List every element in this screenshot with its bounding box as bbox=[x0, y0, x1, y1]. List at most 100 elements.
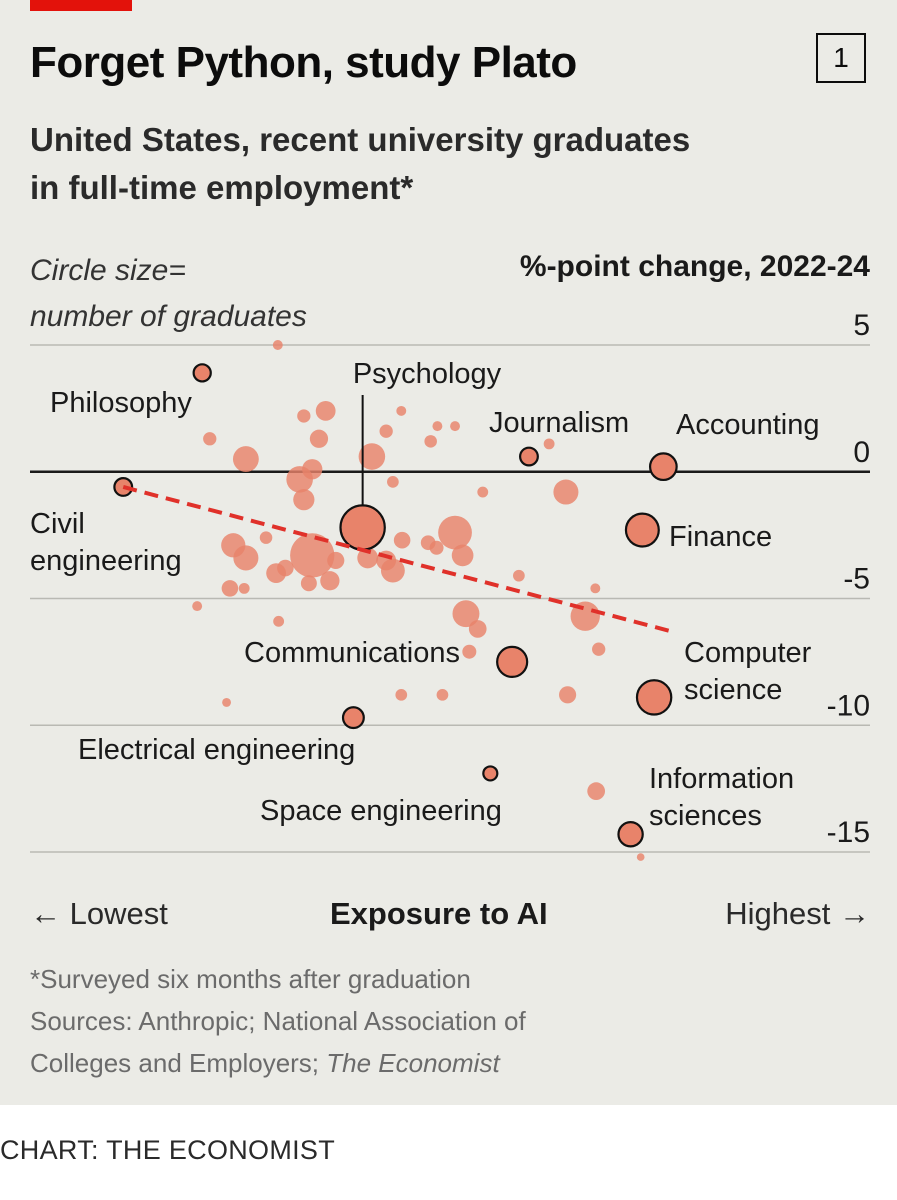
circle-size-legend: Circle size= number of graduates bbox=[30, 248, 307, 340]
footnote: *Surveyed six months after graduation So… bbox=[30, 958, 526, 1084]
footnote-sources-2: Colleges and Employers; The Economist bbox=[30, 1042, 526, 1084]
bubble-information-sciences bbox=[617, 821, 644, 848]
label-electrical-engineering: Electrical engineering bbox=[78, 734, 355, 766]
chart-number-badge: 1 bbox=[816, 33, 866, 83]
x-axis-title: Exposure to AI bbox=[330, 896, 548, 931]
subtitle-line-2: in full-time employment* bbox=[30, 169, 414, 206]
scatter-plot: 5 0 -5 -10 -15 Philosophy Psychology Journalis… bbox=[30, 309, 870, 861]
bubble bbox=[327, 551, 345, 570]
subtitle-line-1: United States, recent university graduat… bbox=[30, 121, 691, 158]
y-tick-label: -10 bbox=[827, 689, 870, 722]
footnote-sources-1: Sources: Anthropic; National Association… bbox=[30, 1006, 526, 1036]
bubble bbox=[553, 479, 579, 505]
bubble bbox=[396, 405, 407, 416]
bubble-psychology bbox=[339, 504, 386, 551]
bubble bbox=[477, 486, 489, 498]
label-communications: Communications bbox=[244, 637, 460, 669]
bubble bbox=[238, 582, 250, 594]
bubble-labels: Philosophy Psychology Journalism Accounting… bbox=[30, 358, 820, 832]
bubble bbox=[513, 569, 525, 582]
bubble bbox=[543, 438, 555, 450]
footnote-survey: *Surveyed six months after graduation bbox=[30, 964, 471, 994]
bubble bbox=[387, 476, 399, 488]
bubble bbox=[380, 558, 405, 583]
bubble-computer-science bbox=[635, 679, 673, 716]
gridlines bbox=[30, 344, 870, 853]
label-accounting: Accounting bbox=[676, 409, 820, 441]
bubble bbox=[592, 642, 606, 656]
bubble-finance bbox=[624, 512, 660, 548]
bubble-philosophy bbox=[192, 363, 212, 383]
y-tick-label: 5 bbox=[853, 309, 870, 342]
bubble bbox=[259, 531, 273, 544]
bubble bbox=[309, 429, 329, 448]
bubble bbox=[587, 782, 606, 801]
bubble bbox=[357, 547, 379, 569]
sources-economist: The Economist bbox=[326, 1048, 500, 1078]
label-finance: Finance bbox=[669, 521, 772, 553]
brand-red-tab bbox=[30, 0, 132, 11]
bubble bbox=[636, 853, 645, 861]
bubble bbox=[395, 688, 408, 701]
label-information-sciences: Information bbox=[649, 763, 794, 795]
bubble bbox=[232, 446, 259, 472]
bubble bbox=[438, 515, 472, 550]
bubble bbox=[272, 340, 283, 350]
bubble bbox=[315, 401, 336, 421]
x-axis-low-label: ← Lowest bbox=[30, 896, 168, 931]
bubble bbox=[468, 620, 487, 638]
label-space-engineering: Space engineering bbox=[260, 795, 502, 827]
bubble bbox=[221, 580, 239, 597]
y-tick-labels: 5 0 -5 -10 -15 bbox=[827, 309, 870, 849]
bubbles bbox=[113, 340, 678, 861]
y-tick-label: 0 bbox=[853, 436, 870, 469]
chart-subtitle: United States, recent university graduat… bbox=[30, 116, 690, 212]
bubble bbox=[192, 601, 203, 612]
label-information-sciences: sciences bbox=[649, 800, 762, 832]
bubble bbox=[297, 409, 311, 423]
bubble bbox=[233, 545, 259, 571]
bubble bbox=[429, 540, 444, 555]
bubble-communications bbox=[496, 645, 529, 678]
trend-line bbox=[122, 485, 673, 634]
bubble bbox=[293, 489, 315, 511]
bubble bbox=[379, 424, 393, 438]
chart-panel: Forget Python, study Plato 1 United Stat… bbox=[0, 0, 897, 1105]
bubble bbox=[358, 443, 386, 470]
x-axis-labels: ← Lowest Exposure to AI Highest → bbox=[30, 896, 870, 942]
trend-line-group bbox=[122, 485, 673, 634]
x-axis-high-label: Highest → bbox=[725, 896, 870, 931]
bubble-electrical-engineering bbox=[341, 706, 365, 730]
bubble bbox=[320, 571, 340, 591]
bubble bbox=[436, 688, 449, 701]
label-civil-engineering: engineering bbox=[30, 545, 182, 577]
bubble bbox=[432, 421, 443, 432]
bubble bbox=[393, 531, 411, 549]
bubble bbox=[203, 432, 217, 446]
bubble bbox=[451, 544, 474, 567]
bubble bbox=[300, 575, 317, 592]
bubble bbox=[452, 600, 480, 628]
bubble-accounting bbox=[648, 452, 678, 482]
label-computer-science: Computer bbox=[684, 637, 812, 669]
label-philosophy: Philosophy bbox=[50, 387, 192, 419]
bubble-space-engineering bbox=[482, 765, 499, 782]
chart-title: Forget Python, study Plato bbox=[30, 38, 577, 87]
bubble bbox=[286, 466, 313, 493]
y-tick-label: -15 bbox=[827, 816, 870, 849]
bubble bbox=[290, 533, 335, 578]
label-psychology: Psychology bbox=[353, 358, 502, 390]
legend-line-2: number of graduates bbox=[30, 300, 307, 333]
bubble bbox=[559, 686, 577, 704]
legend-line-1: Circle size= bbox=[30, 254, 186, 287]
label-computer-science: science bbox=[684, 674, 782, 706]
chart-credit: CHART: THE ECONOMIST bbox=[0, 1135, 336, 1165]
bubble bbox=[450, 421, 460, 432]
label-journalism: Journalism bbox=[489, 407, 629, 439]
y-axis-unit-label: %-point change, 2022-24 bbox=[519, 250, 870, 283]
bubble bbox=[424, 435, 437, 448]
bubble bbox=[462, 644, 477, 659]
bubble bbox=[273, 615, 285, 627]
y-tick-label: -5 bbox=[843, 563, 870, 596]
bubble bbox=[277, 559, 294, 577]
